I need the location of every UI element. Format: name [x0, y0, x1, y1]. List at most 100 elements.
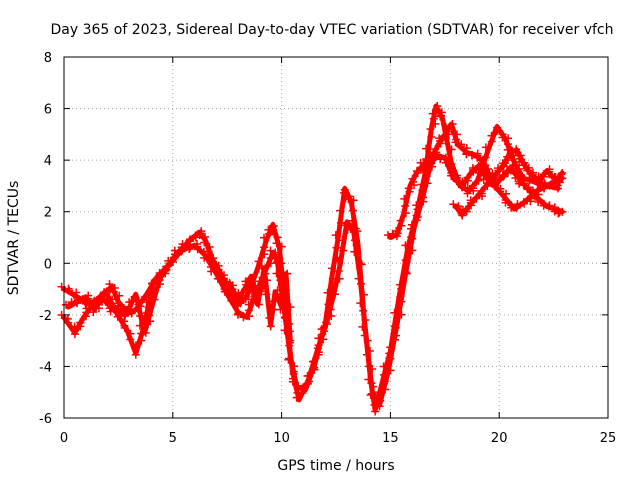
data-point-marker — [245, 274, 254, 283]
data-point-marker — [422, 144, 431, 153]
data-point-marker — [288, 377, 297, 386]
data-point-marker — [416, 158, 425, 167]
data-point-marker — [272, 239, 281, 248]
data-point-marker — [269, 250, 278, 259]
data-point-marker — [148, 279, 157, 288]
data-point-marker — [200, 253, 209, 262]
data-point-marker — [483, 179, 492, 188]
data-point-marker — [354, 274, 363, 283]
chart-title: Day 365 of 2023, Sidereal Day-to-day VTE… — [50, 22, 613, 38]
data-point-marker — [511, 148, 520, 157]
data-point-marker — [276, 305, 285, 314]
series-markers — [62, 261, 173, 337]
data-point-marker — [178, 246, 187, 255]
data-point-marker — [558, 174, 567, 183]
data-point-marker — [141, 292, 150, 301]
x-tick-label: 20 — [491, 431, 508, 446]
data-point-marker — [304, 371, 313, 380]
data-point-marker — [503, 152, 512, 161]
data-point-marker — [437, 111, 445, 120]
data-point-marker — [545, 170, 553, 179]
data-point-marker — [100, 288, 109, 297]
data-point-marker — [422, 172, 431, 181]
data-point-marker — [220, 287, 229, 296]
data-point-marker — [436, 112, 445, 121]
data-point-marker — [462, 207, 471, 216]
data-point-marker — [336, 206, 345, 215]
data-point-marker — [106, 307, 115, 316]
data-point-marker — [325, 299, 334, 308]
data-point-marker — [268, 221, 277, 230]
data-point-marker — [136, 302, 145, 311]
data-point-marker — [273, 233, 282, 242]
data-point-marker — [70, 326, 79, 335]
data-point-marker — [463, 189, 472, 198]
data-point-marker — [371, 394, 380, 403]
data-point-marker — [452, 175, 461, 184]
data-point-marker — [334, 256, 342, 265]
data-point-marker — [177, 247, 186, 256]
data-point-marker — [457, 142, 465, 151]
data-point-marker — [392, 331, 400, 340]
data-point-marker — [426, 125, 435, 133]
data-point-marker — [338, 236, 347, 245]
data-point-marker — [272, 290, 281, 299]
data-point-marker — [454, 202, 463, 211]
data-point-marker — [223, 277, 231, 286]
data-point-marker — [260, 243, 269, 252]
y-tick-label: 6 — [44, 103, 52, 118]
data-point-marker — [492, 127, 501, 135]
data-point-marker — [239, 313, 248, 322]
data-point-marker — [508, 162, 517, 171]
data-point-marker — [186, 243, 195, 252]
data-point-marker — [281, 286, 290, 295]
data-point-marker — [386, 343, 395, 352]
data-point-marker — [375, 402, 384, 411]
data-point-marker — [358, 322, 367, 331]
data-point-marker — [418, 186, 427, 195]
data-point-marker — [339, 188, 348, 197]
data-point-marker — [339, 246, 348, 255]
series-track-6 — [223, 262, 295, 345]
data-point-marker — [534, 175, 543, 184]
data-point-marker — [273, 257, 282, 266]
data-point-marker — [466, 196, 475, 205]
data-point-marker — [150, 287, 159, 296]
data-point-marker — [265, 314, 274, 322]
data-point-marker — [131, 343, 140, 352]
data-point-marker — [207, 267, 216, 276]
data-point-marker — [268, 227, 277, 236]
data-point-marker — [259, 282, 268, 291]
data-point-marker — [397, 297, 406, 306]
data-point-marker — [351, 236, 359, 245]
data-point-marker — [392, 227, 401, 235]
data-point-marker — [274, 252, 283, 261]
data-point-marker — [461, 205, 470, 214]
data-point-marker — [429, 114, 438, 123]
data-point-marker — [402, 269, 411, 278]
y-tick-label: 2 — [44, 206, 52, 221]
data-point-marker — [164, 261, 173, 270]
data-point-marker — [292, 393, 301, 402]
data-point-marker — [515, 157, 524, 166]
data-point-marker — [331, 231, 340, 240]
data-point-marker — [363, 336, 372, 345]
plot-frame — [63, 56, 609, 419]
data-point-marker — [125, 298, 134, 307]
data-point-marker — [401, 209, 410, 218]
data-point-marker — [277, 298, 286, 307]
data-point-marker — [286, 303, 295, 312]
x-tick-label: 25 — [600, 431, 617, 446]
data-point-marker — [257, 262, 266, 270]
data-point-marker — [82, 304, 91, 313]
data-point-marker — [249, 295, 258, 304]
data-point-marker — [254, 257, 263, 266]
data-point-marker — [83, 298, 92, 307]
data-point-marker — [349, 196, 358, 205]
data-point-marker — [496, 187, 505, 196]
data-point-marker — [113, 312, 122, 321]
data-point-marker — [322, 318, 331, 327]
data-point-marker — [141, 328, 150, 337]
data-point-marker — [271, 294, 280, 303]
data-point-marker — [478, 161, 487, 170]
